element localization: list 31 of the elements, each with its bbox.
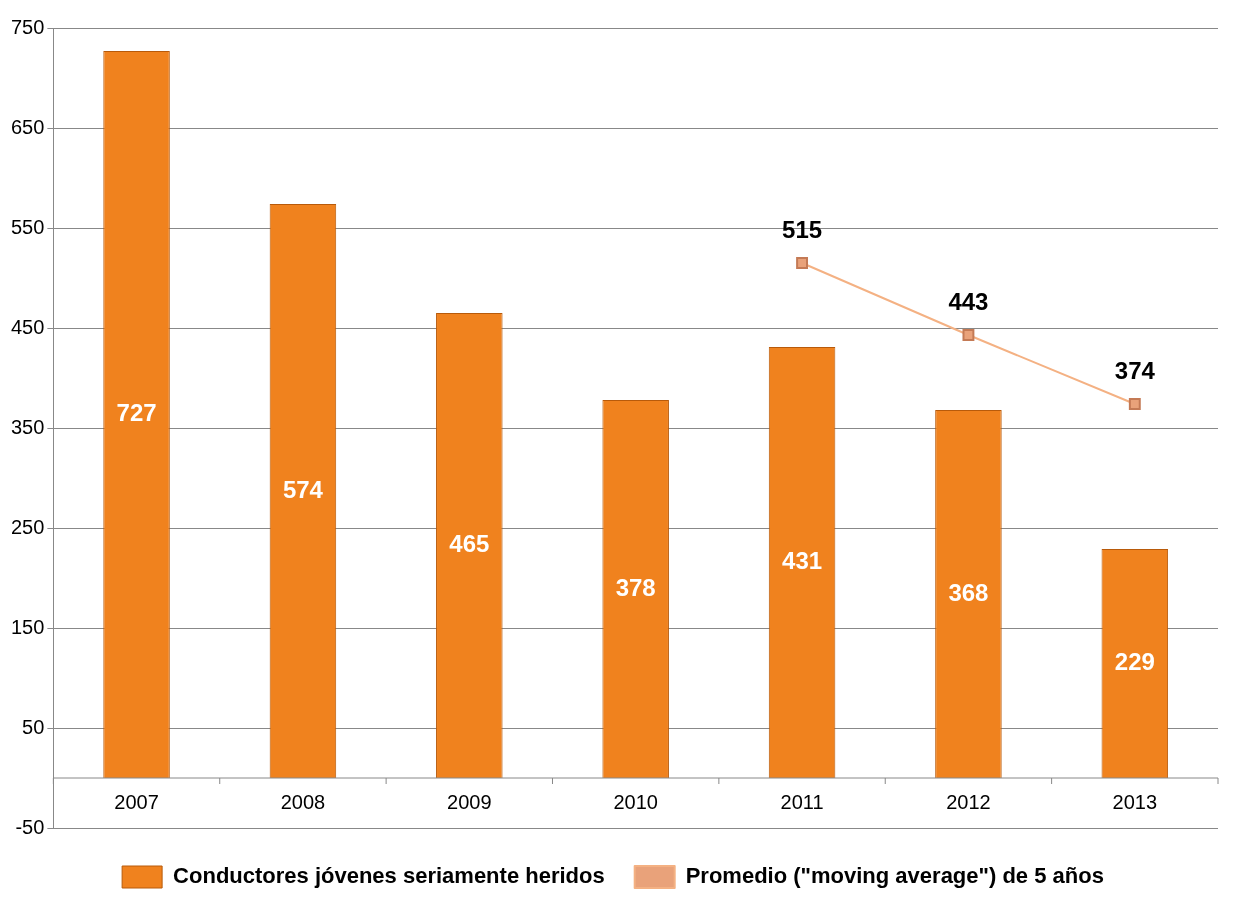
x-tick-label: 2008 bbox=[280, 790, 326, 813]
data-label: 465 bbox=[449, 530, 490, 558]
y-tick-label: 550 bbox=[10, 215, 45, 238]
legend-label: Conductores jóvenes seriamente heridos bbox=[173, 863, 605, 889]
data-label: 574 bbox=[282, 475, 324, 503]
y-tick-label: 250 bbox=[10, 515, 45, 538]
x-tick-label: 2010 bbox=[613, 790, 658, 813]
x-tick-label: 2012 bbox=[946, 790, 991, 813]
x-tick-label: 2009 bbox=[447, 790, 492, 813]
point bbox=[796, 257, 809, 269]
data-label: 368 bbox=[948, 578, 989, 606]
data-label: 515 bbox=[782, 215, 823, 243]
data-label: 727 bbox=[116, 399, 157, 427]
data-label: 431 bbox=[782, 547, 823, 575]
x-tick-label: 2007 bbox=[114, 790, 159, 813]
point bbox=[1128, 398, 1141, 410]
y-tick-label: 750 bbox=[10, 15, 45, 38]
y-tick-label: 650 bbox=[10, 115, 45, 138]
y-tick-label: -50 bbox=[15, 815, 45, 838]
data-label: 229 bbox=[1114, 648, 1155, 676]
y-tick-label: 450 bbox=[10, 315, 45, 338]
y-tick-label: 350 bbox=[10, 415, 45, 438]
x-tick-label: 2011 bbox=[780, 790, 824, 813]
data-label: 374 bbox=[1114, 356, 1156, 384]
point bbox=[962, 329, 975, 341]
y-tick-label: 150 bbox=[10, 615, 45, 638]
x-tick-label: 2013 bbox=[1112, 790, 1158, 813]
y-tick-label: 50 bbox=[22, 715, 45, 738]
data-label: 378 bbox=[615, 573, 656, 601]
legend-label: Promedio ("moving average") de 5 años bbox=[685, 863, 1104, 889]
data-label: 443 bbox=[948, 287, 989, 315]
